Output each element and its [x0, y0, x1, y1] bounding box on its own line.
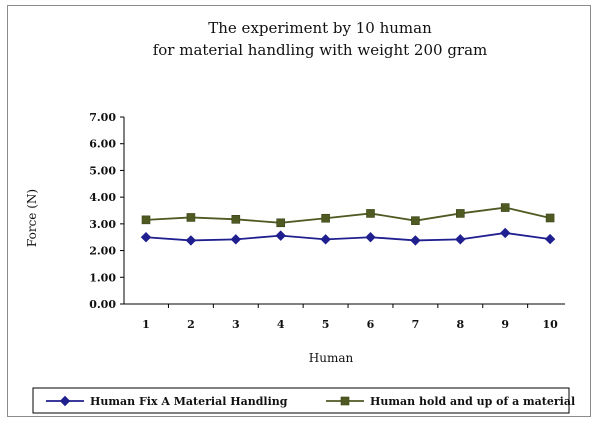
x-tick-label: 9	[501, 318, 509, 331]
y-tick-label: 1.00	[89, 271, 116, 284]
legend-item-1: Human Fix A Material Handling	[46, 395, 288, 408]
x-tick-label: 1	[142, 318, 150, 331]
x-axis-ticks: 1 2 3 4 5 6 7 8 9 10	[142, 304, 558, 331]
y-tick-label: 0.00	[89, 298, 116, 311]
series-2-point	[545, 213, 555, 223]
series-2-point	[500, 203, 510, 212]
series-2-point	[231, 215, 241, 224]
series-2-point	[455, 209, 465, 218]
series-1-point	[230, 234, 242, 245]
y-tick-label: 7.00	[89, 111, 116, 124]
series-1-point	[275, 230, 286, 241]
legend-box	[32, 387, 570, 414]
y-axis-ticks: 0.00 1.00 2.00 3.00 4.00 5.00 6.00 7.00	[89, 111, 124, 311]
series-1-point	[499, 227, 511, 239]
x-tick-label: 4	[277, 318, 285, 331]
series-1-line	[145, 232, 551, 242]
y-tick-label: 6.00	[89, 138, 116, 151]
legend-marker	[340, 396, 350, 406]
legend-marker	[59, 395, 71, 407]
series-1-point	[185, 235, 197, 246]
series-2-point	[321, 213, 330, 223]
chart-frame	[7, 5, 591, 417]
series-1-point	[410, 235, 421, 246]
legend-item-2: Human hold and up of a material	[326, 395, 575, 408]
x-axis-label: Human	[309, 351, 354, 365]
x-tick-label: 2	[187, 318, 195, 331]
chart-title: The experiment by 10 human for material …	[153, 19, 488, 59]
x-tick-label: 5	[322, 318, 330, 331]
x-tick-label: 7	[412, 318, 420, 331]
y-tick-label: 4.00	[89, 191, 116, 204]
series-2-point	[186, 213, 196, 222]
chart-title-line-1: The experiment by 10 human	[208, 19, 432, 37]
series-2-point	[366, 209, 375, 218]
y-tick-label: 5.00	[89, 164, 116, 177]
series-2-point	[141, 215, 151, 225]
series-2	[141, 203, 555, 228]
x-tick-label: 8	[456, 318, 464, 331]
x-tick-label: 10	[542, 318, 558, 331]
series-1-point	[455, 234, 466, 245]
x-tick-label: 6	[367, 318, 375, 331]
y-axis-label: Force (N)	[25, 189, 39, 247]
y-tick-label: 2.00	[89, 245, 116, 258]
y-tick-label: 3.00	[89, 218, 116, 231]
series-2-line	[145, 206, 551, 224]
legend-label: Human hold and up of a material	[370, 395, 575, 408]
series-2-point	[411, 216, 420, 225]
legend-label: Human Fix A Material Handling	[90, 395, 288, 408]
x-tick-label: 3	[232, 318, 240, 331]
series-1-point	[320, 234, 331, 245]
series-1-point	[365, 232, 376, 243]
series-1	[140, 227, 556, 246]
series-1-point	[140, 232, 152, 243]
series-2-point	[276, 218, 286, 228]
chart-title-line-2: for material handling with weight 200 gr…	[153, 41, 488, 59]
series-layer	[140, 203, 556, 246]
legend: Human Fix A Material Handling Human hold …	[32, 387, 575, 414]
legend-items: Human Fix A Material Handling Human hold …	[46, 395, 575, 408]
series-1-point	[544, 233, 556, 245]
